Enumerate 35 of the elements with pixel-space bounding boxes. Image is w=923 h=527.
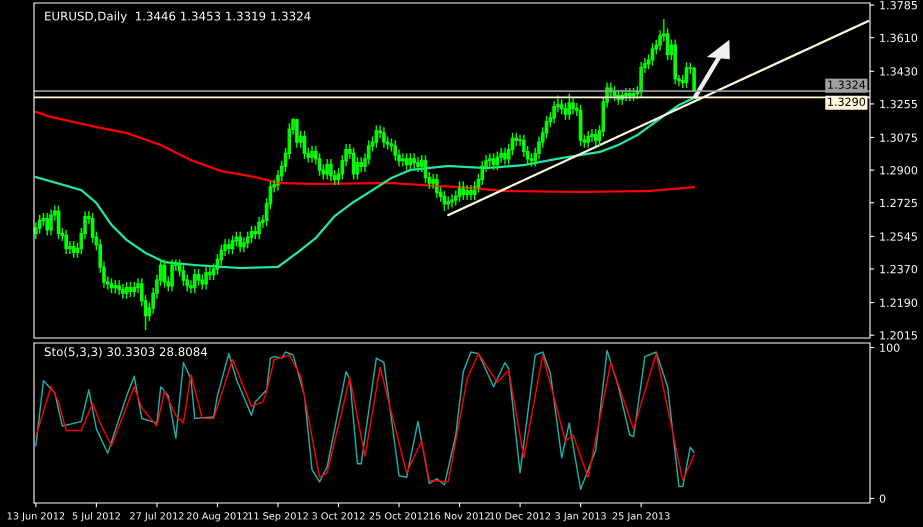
x-tick-label: 27 Jul 2012 — [130, 512, 184, 522]
x-tick-label: 5 Jul 2012 — [72, 512, 120, 522]
candlestick — [450, 194, 454, 208]
ref-line-label: 1.3290 — [828, 98, 866, 106]
y-tick-label: 1.3610 — [880, 34, 918, 42]
x-tick-label: 16 Nov 2012 — [430, 512, 490, 520]
y-tick-label: 1.2900 — [880, 166, 918, 175]
ref-line-label: 1.3324 — [828, 80, 866, 89]
y-tick-label: 1.2190 — [880, 298, 918, 307]
candlestick — [128, 281, 132, 298]
y-tick-label: 1.2725 — [880, 198, 917, 208]
chart-title: Sto(5,3,3) 30.3303 28.8084 — [44, 347, 208, 358]
candlestick — [110, 278, 114, 294]
y-tick-label: 1.3785 — [880, 1, 917, 10]
x-tick-label: 11 Sep 2012 — [248, 512, 308, 522]
candlestick — [416, 156, 420, 173]
candlestick — [503, 147, 507, 166]
x-tick-label: 25 Jan 2013 — [612, 512, 670, 522]
x-tick-label: 3 Jan 2013 — [555, 512, 606, 522]
y-tick-label: 1.2370 — [880, 264, 918, 274]
y-tick-label: 1.2545 — [880, 232, 917, 241]
x-tick-label: 20 Aug 2012 — [187, 512, 248, 522]
x-tick-label: 10 Dec 2012 — [490, 512, 550, 520]
line-series — [34, 96, 696, 270]
y-tick-label: 0 — [880, 494, 886, 503]
y-tick-label: 1.3255 — [880, 100, 917, 108]
x-tick-label: 25 Oct 2012 — [370, 512, 428, 520]
text: EURUSD,Daily 1.3446 1.3453 1.3319 1.3324 — [45, 11, 311, 23]
x-tick-label: 3 Oct 2012 — [312, 512, 364, 520]
x-tick-label: 13 Jun 2012 — [8, 512, 64, 522]
y-tick-label: 1.2015 — [880, 331, 917, 340]
y-tick-label: 1.3075 — [880, 133, 917, 142]
y-tick-label: 1.3430 — [880, 67, 918, 76]
y-tick-label: 100 — [880, 344, 900, 352]
candlestick — [624, 87, 628, 102]
